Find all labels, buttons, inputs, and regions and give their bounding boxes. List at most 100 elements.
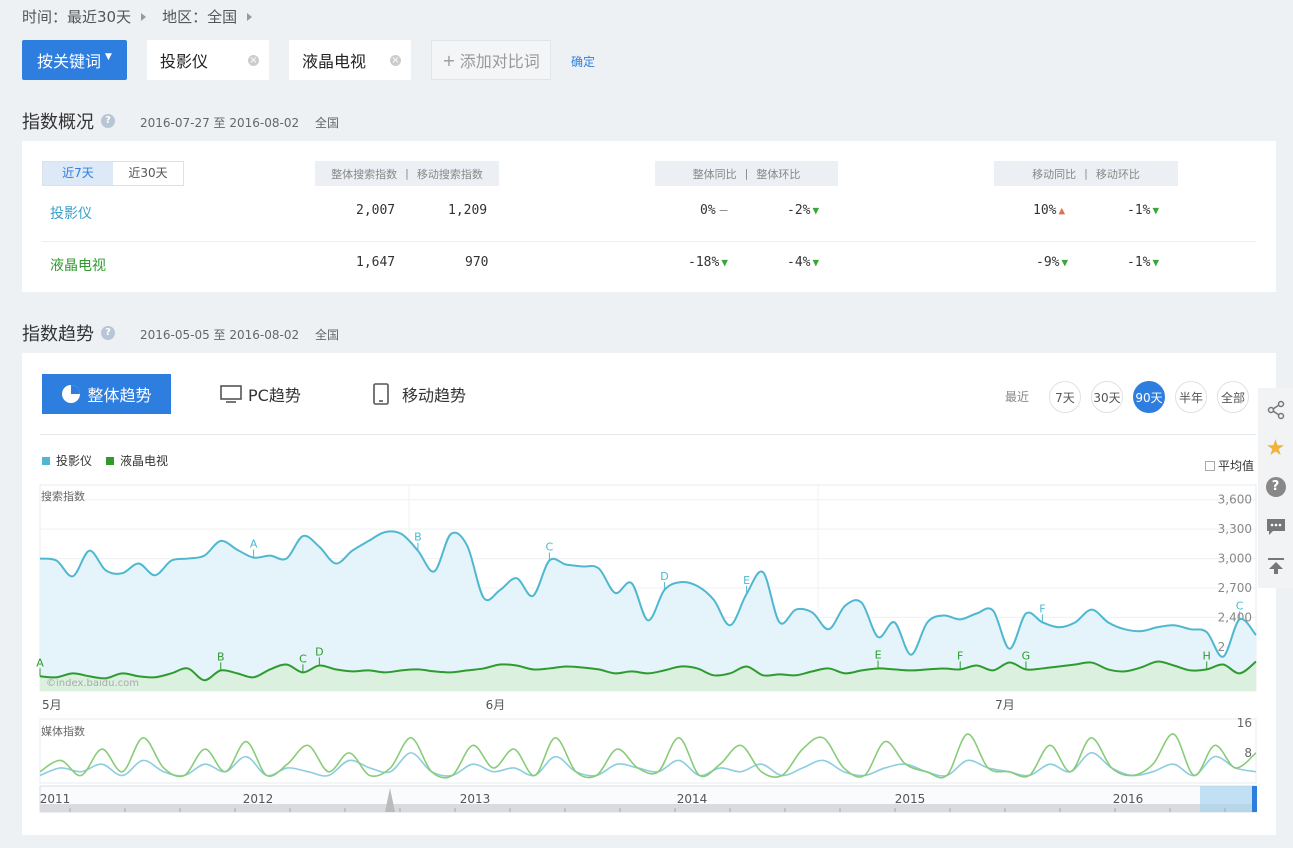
region-label: 全国 bbox=[314, 116, 339, 130]
tab-pc-trend[interactable]: PC趋势 bbox=[220, 374, 301, 414]
y-axis-title: 搜索指数 bbox=[41, 490, 85, 503]
value-text: -9% bbox=[1036, 255, 1060, 270]
search-value: 2,007 bbox=[356, 203, 396, 218]
keyword-text: 投影仪 bbox=[160, 52, 209, 71]
keyword-mode-button[interactable]: 按关键词 ▼ bbox=[22, 40, 127, 80]
mom-value: -2% ▼ bbox=[787, 203, 819, 218]
help-circle-icon[interactable]: ? bbox=[1258, 467, 1293, 507]
value-text: -2% bbox=[787, 203, 811, 218]
yoy-value: -18% ▼ bbox=[688, 255, 728, 270]
section-title: 指数概况 bbox=[22, 112, 94, 133]
region-filter[interactable]: 地区：全国 bbox=[162, 8, 238, 26]
mobile-yoy-value: 10% ▲ bbox=[1033, 203, 1065, 218]
tab-overall-trend[interactable]: 整体趋势 bbox=[42, 374, 171, 414]
keyword-link[interactable]: 液晶电视 bbox=[50, 258, 106, 274]
help-icon[interactable]: ? bbox=[101, 114, 115, 128]
overview-section-header: 指数概况 ? bbox=[22, 108, 115, 134]
caret-down-icon: ▼ bbox=[105, 52, 112, 62]
value-text: -1% bbox=[1127, 203, 1151, 218]
time-filter[interactable]: 时间：最近30天 bbox=[22, 8, 132, 26]
comment-icon[interactable] bbox=[1258, 507, 1293, 547]
remove-icon[interactable]: × bbox=[248, 55, 259, 66]
mobile-value: 1,209 bbox=[448, 203, 488, 218]
arrow-down-icon: ▼ bbox=[1152, 204, 1160, 217]
media-axis-title: 媒体指数 bbox=[41, 725, 85, 738]
date-range: 2016-05-05 至 2016-08-02 bbox=[140, 328, 300, 342]
period-label: 最近 bbox=[1005, 390, 1030, 404]
trend-panel bbox=[22, 353, 1276, 835]
header-label: 整体搜索指数 bbox=[331, 167, 398, 181]
tab-label: 整体趋势 bbox=[87, 386, 152, 405]
tab-label: 移动趋势 bbox=[402, 386, 467, 405]
trend-section-header: 指数趋势 ? bbox=[22, 320, 115, 346]
legend-swatch bbox=[42, 456, 50, 465]
value-text: 0% bbox=[700, 203, 716, 218]
back-to-top-icon[interactable] bbox=[1258, 546, 1293, 586]
keyword-chip[interactable]: 投影仪 × bbox=[147, 40, 269, 80]
header-label: 移动搜索指数 bbox=[416, 167, 483, 181]
phone-icon bbox=[373, 383, 389, 405]
overview-meta: 2016-07-27 至 2016-08-02 全国 bbox=[140, 114, 339, 131]
tab-7-days[interactable]: 近7天 bbox=[43, 162, 113, 185]
mobile-mom-value: -1% ▼ bbox=[1127, 203, 1159, 218]
chevron-right-icon bbox=[247, 12, 253, 21]
change-header: 整体同比 | 整体环比 bbox=[655, 161, 838, 186]
date-range: 2016-07-27 至 2016-08-02 bbox=[140, 116, 300, 130]
value-text: -18% bbox=[688, 255, 720, 270]
yoy-value: 0% — bbox=[700, 203, 727, 218]
legend-label[interactable]: 投影仪 bbox=[56, 454, 93, 468]
period-7d[interactable]: 7天 bbox=[1049, 381, 1081, 413]
checkbox[interactable] bbox=[1205, 460, 1215, 471]
plus-icon: + bbox=[442, 50, 456, 70]
flat-icon: — bbox=[719, 203, 728, 218]
header-label: 移动环比 bbox=[1095, 167, 1140, 181]
arrow-down-icon: ▼ bbox=[812, 204, 820, 217]
value-text: 10% bbox=[1033, 203, 1057, 218]
monitor-icon bbox=[220, 385, 242, 403]
tab-mobile-trend[interactable]: 移动趋势 bbox=[372, 374, 466, 414]
arrow-down-icon: ▼ bbox=[1152, 256, 1160, 269]
filter-bar: 时间：最近30天 地区：全国 bbox=[22, 6, 262, 27]
mobile-change-header: 移动同比 | 移动环比 bbox=[994, 161, 1178, 186]
period-all[interactable]: 全部 bbox=[1217, 381, 1249, 413]
row-divider bbox=[42, 241, 1256, 242]
mobile-yoy-value: -9% ▼ bbox=[1036, 255, 1068, 270]
value-text: -4% bbox=[787, 255, 811, 270]
average-label: 平均值 bbox=[1218, 459, 1255, 473]
tab-label: PC趋势 bbox=[248, 386, 301, 405]
mobile-mom-value: -1% ▼ bbox=[1127, 255, 1159, 270]
watermark: ©index.baidu.com bbox=[46, 678, 140, 689]
header-label: 整体同比 bbox=[692, 167, 737, 181]
keyword-text: 液晶电视 bbox=[302, 52, 367, 71]
arrow-down-icon: ▼ bbox=[721, 256, 728, 269]
arrow-down-icon: ▼ bbox=[812, 256, 820, 269]
region-label: 全国 bbox=[314, 328, 339, 342]
remove-icon[interactable]: × bbox=[390, 55, 401, 66]
period-30d[interactable]: 30天 bbox=[1091, 381, 1123, 413]
mobile-value: 970 bbox=[465, 255, 489, 270]
arrow-down-icon: ▼ bbox=[1061, 256, 1069, 269]
star-icon[interactable]: ★ bbox=[1265, 435, 1286, 461]
chevron-right-icon bbox=[141, 12, 147, 21]
search-header: 整体搜索指数 | 移动搜索指数 bbox=[315, 161, 499, 186]
add-keyword-button[interactable]: + 添加对比词 bbox=[431, 40, 551, 80]
keyword-chip[interactable]: 液晶电视 × bbox=[289, 40, 411, 80]
search-value: 1,647 bbox=[356, 255, 396, 270]
keyword-link[interactable]: 投影仪 bbox=[50, 206, 92, 222]
pie-chart-icon bbox=[62, 385, 81, 403]
arrow-up-icon: ▲ bbox=[1058, 204, 1066, 217]
period-half-year[interactable]: 半年 bbox=[1175, 381, 1207, 413]
average-toggle[interactable]: 平均值 bbox=[1205, 457, 1254, 474]
confirm-link[interactable]: 确定 bbox=[571, 55, 596, 69]
value-text: -1% bbox=[1127, 255, 1151, 270]
tab-30-days[interactable]: 近30天 bbox=[128, 166, 168, 180]
chart-legend: 投影仪 液晶电视 bbox=[42, 452, 168, 469]
keyword-mode-label: 按关键词 bbox=[37, 52, 102, 71]
help-icon[interactable]: ? bbox=[101, 326, 115, 340]
legend-label[interactable]: 液晶电视 bbox=[120, 454, 169, 468]
section-title: 指数趋势 bbox=[22, 324, 94, 345]
share-icon[interactable] bbox=[1258, 390, 1293, 430]
header-label: 移动同比 bbox=[1032, 167, 1077, 181]
period-90d[interactable]: 90天 bbox=[1133, 381, 1165, 413]
add-keyword-label: 添加对比词 bbox=[459, 52, 540, 71]
